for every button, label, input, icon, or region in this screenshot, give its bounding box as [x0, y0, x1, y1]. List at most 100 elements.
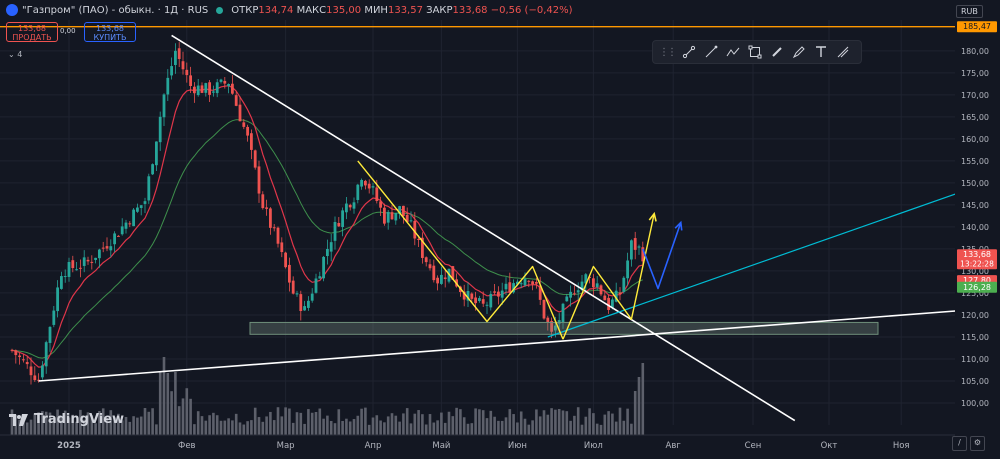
drawing-toolbar: ⋮⋮ [652, 40, 862, 64]
volume-bar [215, 415, 219, 435]
volume-bar [98, 410, 101, 435]
volume-bar [318, 408, 322, 435]
volume-bar [595, 423, 599, 435]
volume-bar [139, 416, 143, 435]
candle-body [428, 264, 432, 269]
settings-gear-icon[interactable]: ⚙ [970, 436, 985, 451]
candle-body [291, 280, 295, 294]
volume-bar [33, 413, 37, 435]
moving-average-fast [11, 85, 643, 368]
volume-bar [276, 407, 280, 435]
candle-body [128, 223, 132, 225]
price-tick-label: 180,00 [961, 47, 989, 56]
volume-bar [546, 414, 550, 435]
volume-bar [356, 415, 360, 435]
candle-body [474, 297, 477, 304]
candle-body [345, 203, 348, 213]
volume-bar [375, 415, 379, 435]
time-tick-label: Апр [365, 441, 382, 451]
candle-body [565, 296, 569, 302]
price-tag [957, 281, 997, 293]
price-tag-label: 127,80 [963, 276, 991, 285]
candle-body [265, 207, 268, 209]
price-tick-label: 115,00 [961, 333, 989, 342]
time-tick-label: Окт [821, 441, 838, 451]
candle-body [451, 266, 455, 280]
trend-line-icon[interactable] [681, 44, 697, 60]
ray-icon[interactable] [703, 44, 719, 60]
volume-bar [105, 417, 109, 435]
volume-bar [177, 406, 181, 435]
volume-bar [428, 414, 432, 435]
volume-bar [284, 407, 287, 435]
candle-body [542, 299, 546, 319]
volume-bar [588, 408, 591, 435]
volume-bar [63, 410, 67, 435]
candle-body [622, 277, 626, 292]
gazprom-logo-icon [6, 4, 18, 16]
log-scale-toggle[interactable]: / [952, 436, 967, 451]
candle-body [223, 80, 227, 84]
volume-bar [580, 424, 584, 435]
volume-bar [512, 414, 515, 435]
candle-body [151, 164, 154, 175]
candle-body [280, 242, 284, 253]
buy-button[interactable]: 133,68 КУПИТЬ [84, 22, 136, 42]
candle-body [276, 227, 280, 244]
candle-body [538, 285, 542, 300]
ohlc-values: ОТКР134,74 МАКС135,00 МИН133,57 ЗАКР133,… [231, 4, 573, 16]
candle-body [375, 187, 379, 201]
pen-icon[interactable] [791, 44, 807, 60]
candle-body [234, 95, 238, 106]
candle-body [607, 297, 610, 310]
candle-body [364, 180, 367, 186]
symbol-title[interactable]: "Газпром" (ПАО) - обыкн. · 1Д · RUS [22, 4, 209, 16]
volume-bar [18, 419, 21, 435]
volume-bar [405, 408, 409, 435]
volume-bar [508, 409, 512, 435]
indicators-toggle[interactable]: ⌄ 4 [8, 50, 23, 59]
volume-bar [611, 413, 614, 435]
candle-body [379, 201, 382, 208]
volume-bar [409, 423, 413, 435]
candle-body [318, 276, 322, 279]
drag-handle-icon[interactable]: ⋮⋮ [659, 46, 677, 58]
polyline-icon[interactable] [725, 44, 741, 60]
time-tick-label: Авг [666, 441, 682, 451]
candle-body [531, 281, 534, 285]
volume-bar [462, 417, 466, 435]
volume-bar [333, 423, 337, 435]
candle-body [307, 300, 310, 308]
volume-bar [185, 388, 189, 435]
candle-body [86, 259, 90, 262]
rectangle-icon[interactable] [747, 44, 763, 60]
price-tag [957, 249, 997, 270]
candle-body [637, 246, 641, 248]
candle-body [523, 279, 527, 286]
volume-bar [519, 411, 523, 435]
volume-bar [641, 363, 645, 435]
sell-button[interactable]: 133,68 ПРОДАТЬ [6, 22, 58, 42]
candles [10, 42, 645, 385]
volume-bar [261, 421, 265, 435]
candle-body [143, 201, 147, 204]
volume-bar [303, 423, 306, 435]
candle-body [390, 212, 394, 220]
volume-bar [386, 416, 390, 435]
measure-icon[interactable] [835, 44, 851, 60]
candle-body [310, 293, 314, 301]
volume-bar [603, 414, 607, 435]
candle-body [189, 75, 192, 87]
currency-selector[interactable]: RUB [956, 5, 983, 18]
candle-body [546, 317, 550, 323]
text-icon[interactable] [813, 44, 829, 60]
candle-body [33, 375, 37, 381]
candle-body [641, 247, 645, 262]
volume-bar [10, 409, 14, 435]
candle-body [341, 210, 344, 228]
candle-body [295, 293, 299, 295]
trade-buttons: 133,68 ПРОДАТЬ 133,68 КУПИТЬ [6, 22, 136, 42]
candle-body [333, 221, 337, 241]
brush-icon[interactable] [769, 44, 785, 60]
